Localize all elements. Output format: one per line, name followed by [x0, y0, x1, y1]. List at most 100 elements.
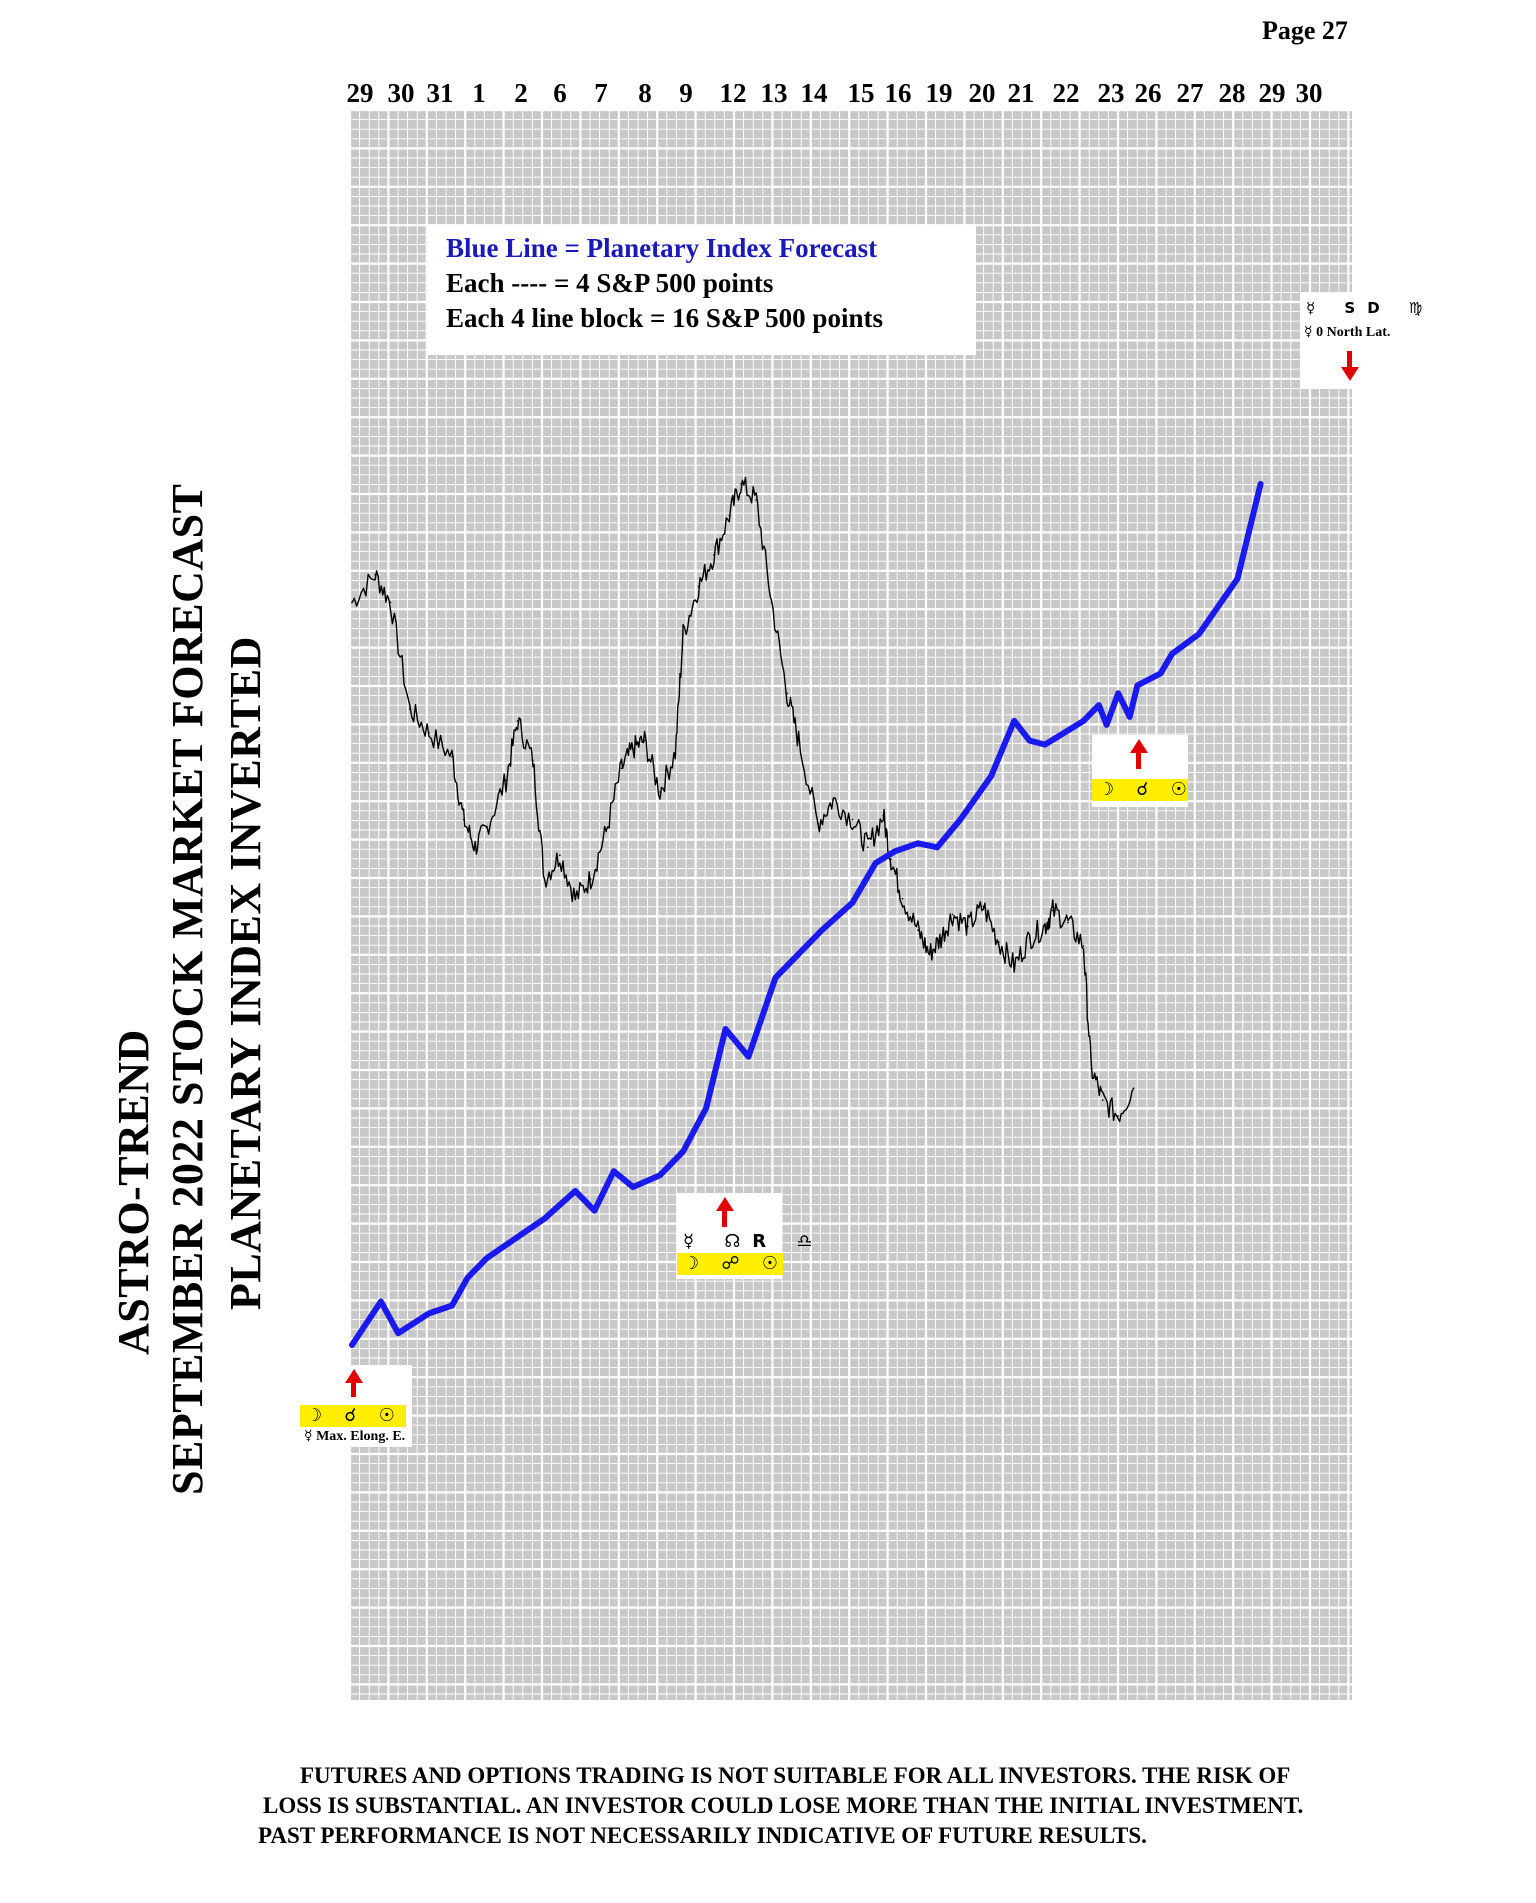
- data-point: [1105, 723, 1109, 727]
- data-point: [389, 601, 392, 604]
- x-tick-label: 8: [638, 78, 652, 108]
- data-point: [874, 861, 878, 865]
- data-point: [674, 751, 677, 754]
- x-tick-label: 29: [346, 78, 374, 108]
- x-tick-label: 2: [514, 78, 528, 108]
- data-point: [928, 953, 931, 955]
- data-point: [755, 498, 758, 501]
- x-tick-label: 22: [1052, 78, 1080, 108]
- data-point: [658, 1173, 662, 1177]
- x-axis-date-labels: 29 30 31 1 2 6 7 8 9 12 13 14 15 16 19 20 21 22 23 26 27 28 29…: [0, 78, 1536, 114]
- data-point: [1170, 652, 1174, 656]
- x-tick-label: 19: [925, 78, 953, 108]
- data-point: [723, 1027, 727, 1031]
- data-point: [940, 937, 942, 939]
- aspect-strip: ☽ ☍ ☉: [677, 1253, 783, 1275]
- x-tick-label: 14: [800, 78, 828, 108]
- x-tick-label: 21: [1007, 78, 1035, 108]
- astro-marker-sep25: ☽ ☌ ☉: [1092, 735, 1188, 807]
- data-point: [1159, 672, 1162, 675]
- data-point: [1013, 965, 1015, 967]
- x-tick-label: 31: [426, 78, 454, 108]
- x-tick-label: 13: [760, 78, 788, 108]
- data-point: [543, 878, 546, 880]
- aspect-strip: ☽ ☌ ☉: [1092, 779, 1188, 801]
- data-point: [532, 759, 534, 762]
- data-point: [1128, 715, 1132, 719]
- data-point: [832, 799, 835, 801]
- data-point: [893, 849, 897, 853]
- data-point: [916, 841, 920, 845]
- data-point: [485, 826, 488, 829]
- data-point: [428, 731, 430, 734]
- data-point: [1043, 743, 1047, 747]
- data-point: [917, 929, 919, 932]
- x-tick-label: 7: [594, 78, 608, 108]
- legend-scale-line: Each ---- = 4 S&P 500 points: [446, 268, 774, 298]
- x-tick-label: 9: [679, 78, 693, 108]
- data-point: [573, 1189, 577, 1193]
- disclaimer-line-2: LOSS IS SUBSTANTIAL. AN INVESTOR COULD L…: [263, 1793, 1304, 1818]
- data-point: [462, 818, 465, 821]
- data-point: [474, 846, 477, 849]
- x-tick-label: 29: [1258, 78, 1286, 108]
- data-point: [1101, 1099, 1104, 1101]
- data-point: [374, 573, 376, 576]
- disclaimer-line-1: FUTURES AND OPTIONS TRADING IS NOT SUITA…: [300, 1763, 1291, 1788]
- data-point: [1132, 1087, 1135, 1090]
- page-number: Page 27: [1262, 16, 1348, 45]
- data-point: [728, 514, 731, 517]
- data-point: [1135, 683, 1139, 687]
- data-point: [593, 1209, 597, 1213]
- data-point: [1236, 577, 1239, 581]
- data-point: [485, 1256, 489, 1260]
- data-point: [851, 818, 854, 821]
- data-point: [740, 483, 742, 485]
- data-point: [559, 854, 561, 856]
- data-point: [770, 601, 773, 604]
- data-point: [1090, 1067, 1092, 1070]
- data-point: [350, 1343, 354, 1347]
- data-point: [612, 1169, 616, 1173]
- x-tick-label: 15: [847, 78, 875, 108]
- chart-title-block: ASTRO-TREND SEPTEMBER 2022 STOCK MARKET …: [100, 255, 270, 1535]
- data-point: [747, 1055, 751, 1059]
- data-point: [1097, 703, 1101, 707]
- x-tick-label: 30: [1295, 78, 1323, 108]
- data-point: [450, 1304, 454, 1307]
- data-point: [643, 739, 646, 742]
- data-point: [1028, 739, 1032, 743]
- data-point: [466, 1276, 469, 1280]
- data-point: [1067, 921, 1069, 924]
- data-point: [958, 818, 962, 822]
- data-point: [1044, 925, 1046, 928]
- data-point: [989, 774, 993, 778]
- data-point: [774, 976, 777, 980]
- data-point: [867, 846, 869, 849]
- data-point: [451, 755, 453, 758]
- data-point: [882, 814, 885, 817]
- x-tick-label: 20: [968, 78, 996, 108]
- title-line-1: ASTRO-TREND: [109, 1029, 158, 1355]
- data-point: [408, 708, 411, 710]
- data-point: [1116, 691, 1120, 695]
- data-point: [351, 601, 353, 604]
- data-point: [1082, 719, 1085, 723]
- sp500-price-line: [351, 476, 1135, 1123]
- aspect-top-glyphs: ☿ ☊R ♎: [683, 1231, 825, 1252]
- data-point: [797, 739, 800, 742]
- data-point: [797, 952, 801, 956]
- data-point: [713, 554, 715, 556]
- astro-marker-sep10: ☿ ☊R ♎ ☽ ☍ ☉: [677, 1193, 813, 1279]
- data-point: [682, 633, 684, 635]
- legend-block-line: Each 4 line block = 16 S&P 500 points: [446, 303, 883, 333]
- astro-marker-oct1: ☿ SD ♍ ☿ 0 North Lat.: [1300, 293, 1422, 389]
- legend-title: Blue Line = Planetary Index Forecast: [446, 233, 878, 263]
- data-point: [982, 905, 985, 908]
- x-tick-label: 12: [719, 78, 747, 108]
- x-tick-label: 26: [1134, 78, 1162, 108]
- data-point: [543, 1217, 546, 1221]
- data-point: [632, 747, 634, 750]
- data-point: [1117, 1115, 1119, 1117]
- data-point: [1051, 909, 1054, 912]
